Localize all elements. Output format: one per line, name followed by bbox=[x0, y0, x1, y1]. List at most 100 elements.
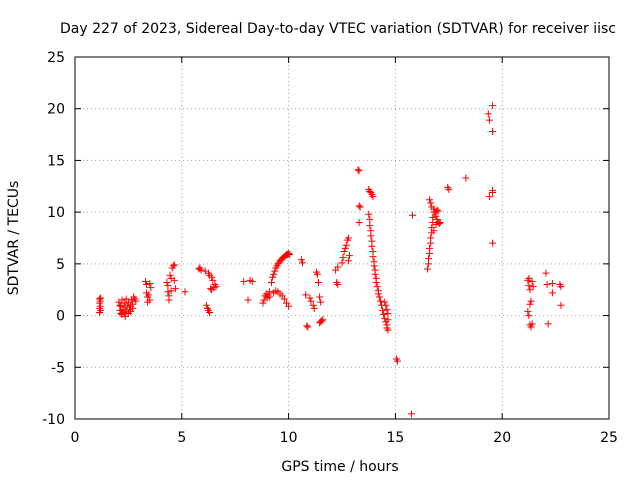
data-point bbox=[384, 326, 392, 334]
data-point bbox=[383, 305, 391, 313]
data-point bbox=[317, 298, 325, 306]
x-tick-label: 20 bbox=[493, 430, 511, 446]
data-point bbox=[426, 196, 434, 204]
data-point bbox=[207, 285, 215, 293]
data-point bbox=[166, 271, 174, 279]
data-point bbox=[143, 281, 151, 289]
data-point bbox=[367, 232, 375, 240]
data-point bbox=[145, 291, 153, 299]
data-point bbox=[248, 277, 256, 285]
y-tick-label: 5 bbox=[56, 257, 65, 273]
y-tick-label: 20 bbox=[47, 102, 65, 118]
data-point bbox=[544, 320, 552, 328]
data-point bbox=[344, 257, 352, 265]
data-point bbox=[164, 282, 172, 290]
data-point bbox=[269, 273, 277, 281]
data-point bbox=[525, 282, 533, 290]
data-point bbox=[381, 315, 389, 323]
data-point bbox=[165, 296, 173, 304]
data-point bbox=[489, 239, 497, 247]
data-point bbox=[370, 262, 378, 270]
data-point bbox=[434, 207, 442, 215]
data-point bbox=[97, 306, 105, 314]
data-point bbox=[355, 202, 363, 210]
data-point bbox=[365, 210, 373, 218]
data-point bbox=[355, 218, 363, 226]
data-point bbox=[212, 283, 220, 291]
data-point bbox=[548, 289, 556, 297]
data-point bbox=[489, 102, 497, 110]
data-point bbox=[374, 290, 382, 298]
data-point bbox=[356, 203, 364, 211]
data-point bbox=[316, 319, 324, 327]
data-point bbox=[202, 301, 210, 309]
data-point bbox=[302, 291, 310, 299]
data-point bbox=[525, 274, 533, 282]
data-point bbox=[298, 259, 306, 267]
data-point bbox=[259, 299, 267, 307]
data-point bbox=[197, 266, 205, 274]
data-point bbox=[485, 116, 493, 124]
data-point bbox=[297, 256, 305, 264]
data-point bbox=[423, 265, 431, 273]
y-tick-label: 0 bbox=[56, 309, 65, 325]
tick-labels: 0 5 10 15 20 25 -10 -5 0 5 10 15 20 25 bbox=[42, 50, 618, 446]
data-point bbox=[355, 167, 363, 175]
data-point bbox=[484, 110, 492, 118]
chart-title: Day 227 of 2023, Sidereal Day-to-day VTE… bbox=[60, 21, 616, 37]
data-point bbox=[306, 294, 314, 302]
data-point bbox=[394, 357, 402, 365]
data-point bbox=[368, 242, 376, 250]
data-point bbox=[382, 301, 390, 309]
data-point bbox=[557, 301, 565, 309]
data-point bbox=[375, 293, 383, 301]
data-point bbox=[310, 304, 318, 312]
y-tick-label: 10 bbox=[47, 205, 65, 221]
data-point bbox=[433, 206, 441, 214]
data-point bbox=[121, 313, 129, 321]
data-point bbox=[543, 281, 551, 289]
data-point bbox=[426, 244, 434, 252]
data-point bbox=[285, 250, 293, 258]
grid bbox=[75, 57, 609, 419]
data-point bbox=[432, 221, 440, 229]
data-point bbox=[548, 280, 556, 288]
data-point bbox=[285, 302, 293, 310]
data-point bbox=[354, 166, 362, 174]
data-point bbox=[181, 288, 189, 296]
data-point bbox=[369, 193, 377, 201]
data-point bbox=[529, 283, 537, 291]
data-point bbox=[542, 269, 550, 277]
data-point bbox=[489, 186, 497, 194]
data-point bbox=[366, 215, 374, 223]
data-point bbox=[369, 253, 377, 261]
y-tick-label: 15 bbox=[47, 153, 65, 169]
y-tick-label: -5 bbox=[51, 360, 65, 376]
data-point bbox=[384, 310, 392, 318]
data-point bbox=[526, 300, 534, 308]
data-point bbox=[129, 300, 137, 308]
data-point bbox=[167, 287, 175, 295]
data-point bbox=[371, 270, 379, 278]
data-point bbox=[557, 283, 565, 291]
data-point bbox=[462, 174, 470, 182]
data-point bbox=[206, 308, 214, 316]
data-point bbox=[528, 277, 536, 285]
x-tick-label: 15 bbox=[386, 430, 404, 446]
data-point bbox=[376, 297, 384, 305]
data-point bbox=[384, 316, 392, 324]
data-point bbox=[303, 322, 311, 330]
data-point bbox=[123, 301, 131, 309]
x-tick-label: 5 bbox=[177, 430, 186, 446]
data-point bbox=[240, 277, 248, 285]
data-point bbox=[132, 297, 140, 305]
data-point bbox=[372, 278, 380, 286]
y-axis-label: SDTVAR / TECUs bbox=[6, 181, 22, 296]
data-point bbox=[338, 259, 346, 267]
x-tick-label: 10 bbox=[280, 430, 298, 446]
data-point bbox=[525, 312, 533, 320]
x-axis-label: GPS time / hours bbox=[281, 459, 398, 475]
data-points bbox=[96, 102, 565, 418]
data-point bbox=[433, 215, 441, 223]
